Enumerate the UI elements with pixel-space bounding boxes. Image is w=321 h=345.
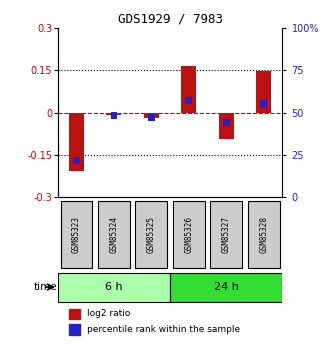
Bar bbox=[69, 112, 84, 170]
Bar bbox=[256, 71, 271, 112]
Title: GDS1929 / 7983: GDS1929 / 7983 bbox=[117, 12, 223, 25]
Bar bbox=[69, 324, 80, 335]
Bar bbox=[110, 112, 117, 119]
Bar bbox=[260, 100, 267, 108]
Bar bbox=[107, 112, 121, 115]
FancyBboxPatch shape bbox=[170, 273, 282, 302]
Bar bbox=[181, 66, 196, 112]
Text: GSM85326: GSM85326 bbox=[184, 216, 193, 253]
FancyBboxPatch shape bbox=[58, 273, 170, 302]
Text: percentile rank within the sample: percentile rank within the sample bbox=[87, 325, 240, 334]
FancyBboxPatch shape bbox=[173, 201, 205, 268]
Text: GSM85324: GSM85324 bbox=[109, 216, 118, 253]
Text: 6 h: 6 h bbox=[105, 282, 123, 292]
Bar bbox=[69, 309, 80, 319]
FancyBboxPatch shape bbox=[248, 201, 280, 268]
Text: 24 h: 24 h bbox=[214, 282, 239, 292]
Bar bbox=[219, 112, 234, 139]
Bar bbox=[186, 97, 192, 104]
Text: time: time bbox=[34, 282, 58, 292]
Bar bbox=[144, 112, 159, 118]
Text: GSM85328: GSM85328 bbox=[259, 216, 268, 253]
Text: GSM85325: GSM85325 bbox=[147, 216, 156, 253]
FancyBboxPatch shape bbox=[61, 201, 92, 268]
Bar bbox=[223, 119, 230, 126]
Text: log2 ratio: log2 ratio bbox=[87, 309, 130, 318]
FancyBboxPatch shape bbox=[135, 201, 167, 268]
Text: GSM85323: GSM85323 bbox=[72, 216, 81, 253]
Text: GSM85327: GSM85327 bbox=[222, 216, 231, 253]
FancyBboxPatch shape bbox=[210, 201, 242, 268]
FancyBboxPatch shape bbox=[98, 201, 130, 268]
Bar bbox=[73, 157, 80, 164]
Bar bbox=[148, 114, 155, 121]
